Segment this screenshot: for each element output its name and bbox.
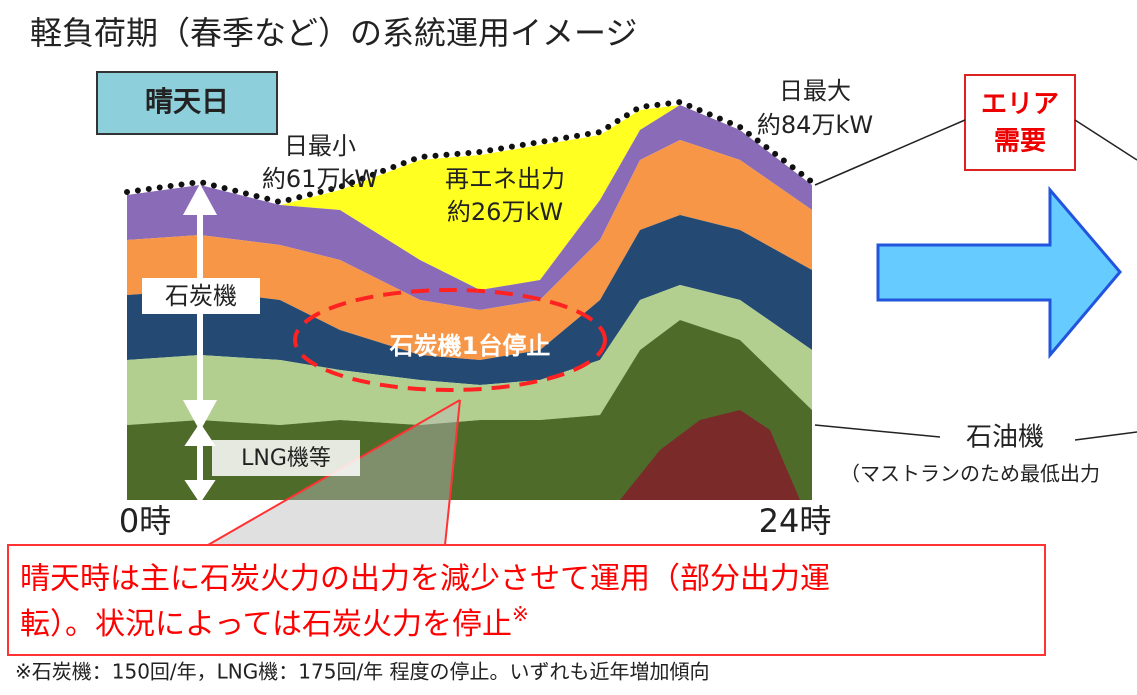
area-demand: エリア bbox=[981, 90, 1059, 120]
leader-line bbox=[814, 424, 941, 438]
coal-label-bg bbox=[142, 278, 260, 314]
blue-area bbox=[127, 215, 812, 385]
badge-box bbox=[96, 71, 278, 135]
x-start: 0時 bbox=[119, 502, 171, 540]
note-box bbox=[7, 544, 1046, 656]
note-text: 転）。状況によっては石炭火力を停止※ bbox=[20, 602, 529, 642]
x-end: 24時 bbox=[759, 502, 832, 540]
callout-line bbox=[444, 399, 461, 546]
area-demand-box bbox=[964, 74, 1076, 171]
badge: 晴天日 bbox=[145, 85, 229, 118]
min-label: 日最小 bbox=[284, 132, 356, 160]
renewable-label: 約26万kW bbox=[447, 198, 563, 226]
note-text: 晴天時は主に石炭火力の出力を減少させて運用（部分出力運 bbox=[20, 562, 830, 597]
leader-line bbox=[814, 119, 966, 186]
oil-label: 石油機 bbox=[966, 423, 1044, 453]
oil-note: （マストランのため最低出力 bbox=[840, 462, 1100, 486]
purple-area bbox=[127, 105, 812, 310]
oil-area bbox=[620, 410, 800, 500]
renewable-area bbox=[127, 105, 812, 290]
coal-label: 石炭機 bbox=[165, 282, 237, 310]
footnote: ※石炭機：150回/年，LNG機：175回/年 程度の停止。いずれも近年増加傾向 bbox=[15, 660, 710, 684]
max-label: 日最大 bbox=[779, 77, 851, 105]
demand-line bbox=[124, 98, 815, 206]
lightgreen-area bbox=[127, 285, 812, 425]
note-mark: ※ bbox=[512, 602, 529, 626]
orange-area bbox=[127, 140, 812, 360]
max-label: 約84万kW bbox=[757, 111, 873, 139]
stop-ellipse bbox=[293, 288, 607, 392]
leader-line bbox=[1074, 119, 1137, 161]
min-label: 約61万kW bbox=[262, 165, 378, 193]
coal-stop: 石炭機1台停止 bbox=[389, 332, 551, 360]
big-arrow bbox=[876, 185, 1122, 360]
lng-label: LNG機等 bbox=[241, 446, 331, 471]
title: 軽負荷期（春季など）の系統運用イメージ bbox=[30, 14, 637, 52]
area-demand: 需要 bbox=[994, 127, 1046, 157]
renewable-label: 再エネ出力 bbox=[445, 165, 565, 193]
note-text: 転）。状況によっては石炭火力を停止 bbox=[20, 607, 512, 642]
leader-line bbox=[1074, 431, 1137, 441]
lng-label-bg bbox=[212, 440, 360, 476]
